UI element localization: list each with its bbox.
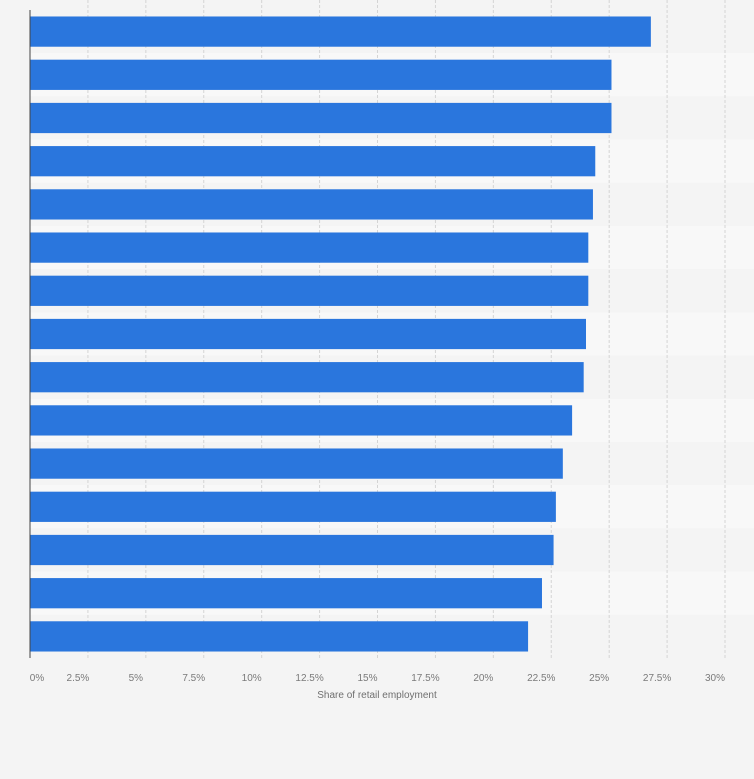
x-tick-label: 15% [357, 673, 377, 684]
x-tick-label: 22.5% [527, 673, 555, 684]
bar[interactable] [30, 102, 612, 134]
x-tick-label: 10% [242, 673, 262, 684]
x-tick-label: 12.5% [295, 673, 323, 684]
x-tick-label: 25% [589, 673, 609, 684]
x-tick-label: 0% [30, 673, 45, 684]
x-tick-label: 20% [473, 673, 493, 684]
bar[interactable] [30, 405, 573, 436]
x-axis-ticks: 0% 2.5% 5% 7.5% 10% 12.5% 15% 17.5% 20% 22.5% 25% 2… [30, 673, 725, 684]
bar[interactable] [30, 534, 554, 566]
bar[interactable] [30, 318, 586, 350]
bar[interactable] [30, 621, 529, 652]
x-tick-label: 5% [129, 673, 144, 684]
bar[interactable] [30, 232, 589, 263]
bar[interactable] [30, 59, 612, 90]
x-tick-label: 7.5% [182, 673, 205, 684]
x-tick-label: 30% [705, 673, 725, 684]
bar[interactable] [30, 275, 589, 306]
x-tick-label: 27.5% [643, 673, 671, 684]
bar[interactable] [30, 16, 651, 47]
bar[interactable] [30, 362, 584, 393]
x-tick-label: 2.5% [67, 673, 90, 684]
bar[interactable] [30, 578, 542, 609]
bar[interactable] [30, 491, 556, 522]
bar[interactable] [30, 189, 593, 220]
x-axis-title: Share of retail employment [317, 690, 437, 701]
bars [30, 16, 651, 652]
x-tick-label: 17.5% [411, 673, 439, 684]
bar[interactable] [30, 448, 563, 479]
bar[interactable] [30, 146, 596, 177]
